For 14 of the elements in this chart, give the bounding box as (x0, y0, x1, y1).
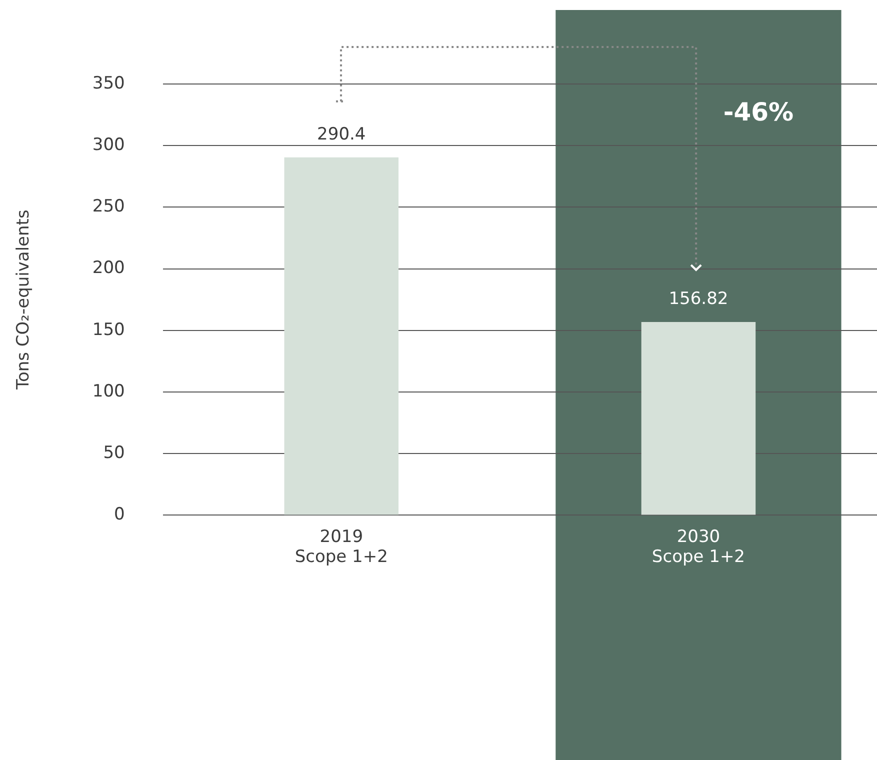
annotation: -46% (723, 98, 794, 126)
y-tick-label: 0 (114, 504, 125, 525)
y-tick-label: 150 (92, 320, 125, 340)
y-tick-label: 200 (92, 258, 125, 278)
y-axis-title: Tons CO₂-equivalents (14, 210, 34, 391)
x-tick-label: 2019 Scope 1+2 (294, 526, 388, 568)
y-tick-label: 50 (103, 443, 125, 464)
y-tick-label: 250 (92, 196, 125, 217)
y-tick-label: 100 (92, 381, 125, 402)
data-label: 290.4 (317, 124, 366, 144)
y-tick-label: 300 (92, 135, 125, 156)
y-tick-label: 350 (92, 73, 125, 94)
data-label: 156.82 (668, 288, 728, 309)
x-tick-label: 2030 Scope 1+2 (652, 526, 745, 568)
